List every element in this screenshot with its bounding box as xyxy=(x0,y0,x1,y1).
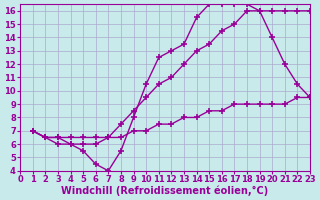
X-axis label: Windchill (Refroidissement éolien,°C): Windchill (Refroidissement éolien,°C) xyxy=(61,185,269,196)
